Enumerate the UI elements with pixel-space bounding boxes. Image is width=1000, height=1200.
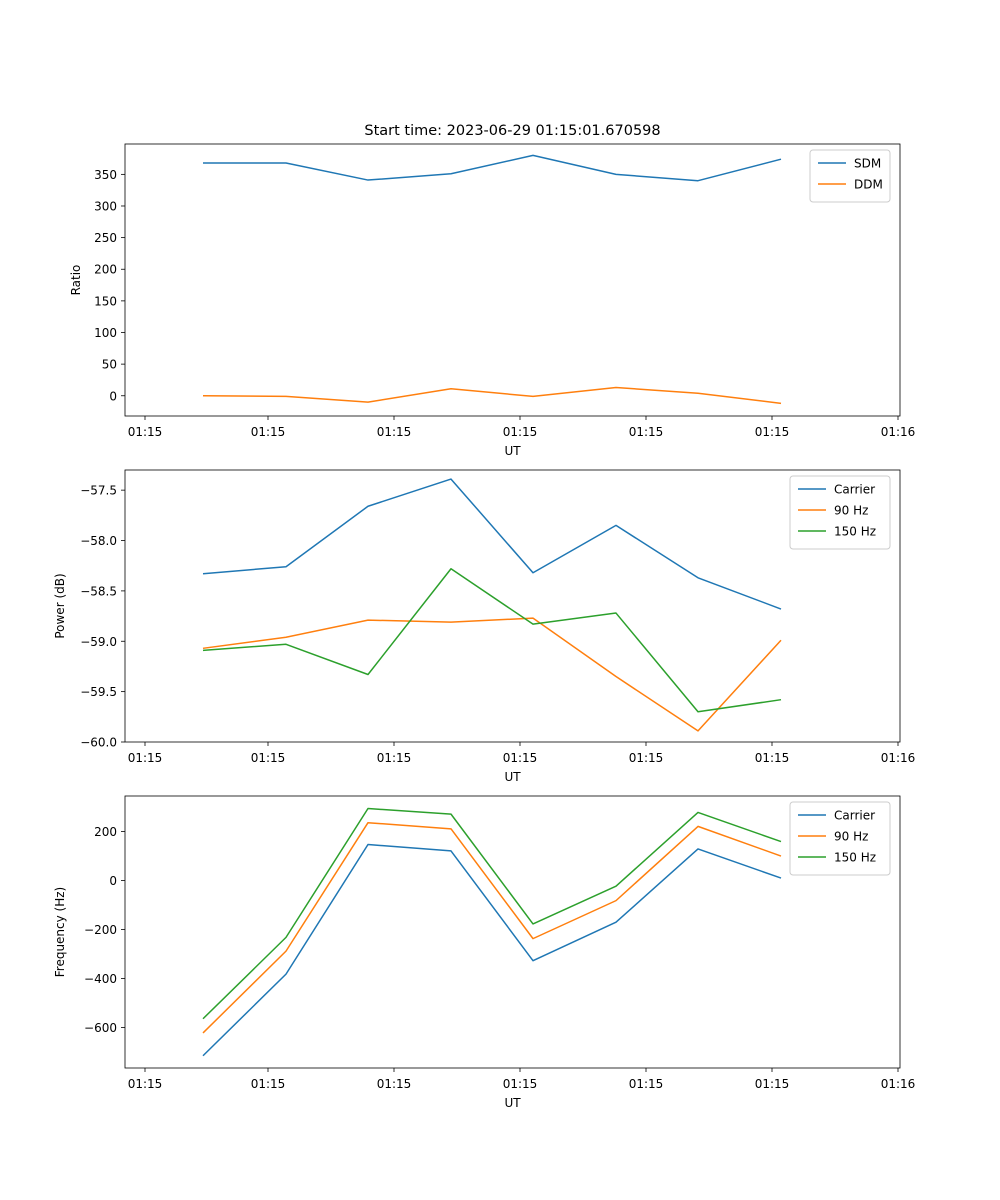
series-line-sdm	[203, 154, 782, 182]
y-tick-label: −58.5	[80, 584, 117, 598]
series-line-ddm	[202, 386, 782, 405]
y-tick-label: −59.0	[80, 635, 117, 649]
y-tick-label: −600	[84, 1021, 117, 1035]
y-tick-label: −59.5	[80, 685, 117, 699]
chart-title: Start time: 2023-06-29 01:15:01.670598	[364, 123, 660, 139]
x-axis-label: UT	[504, 444, 521, 458]
y-tick-label: 100	[94, 326, 117, 340]
x-tick-label: 01:15	[629, 1077, 664, 1091]
axes-frame	[124, 143, 901, 417]
y-tick-label: 300	[94, 199, 117, 213]
x-tick-label: 01:15	[377, 751, 412, 765]
chart-panel-2: 01:15 01:15 01:15 01:15 01:15 01:15 01:16 −60.0…	[53, 469, 916, 784]
x-tick-label: 01:15	[128, 425, 163, 439]
y-tick-label: 250	[94, 231, 117, 245]
legend-label: 150 Hz	[834, 525, 876, 539]
y-axis-label: Power (dB)	[53, 573, 67, 638]
axes-frame	[124, 469, 901, 743]
x-tick-label: 01:15	[251, 751, 286, 765]
y-tick-label: −58.0	[80, 534, 117, 548]
axes-frame	[124, 795, 901, 1069]
x-tick-label: 01:15	[755, 751, 790, 765]
legend: SDM DDM	[809, 149, 891, 203]
x-axis-label: UT	[504, 1096, 521, 1110]
x-tick-label: 01:15	[503, 1077, 538, 1091]
x-tick-label: 01:15	[128, 1077, 163, 1091]
y-tick-label: 50	[102, 358, 117, 372]
y-tick-label: 0	[109, 389, 117, 403]
series-line-90-hz	[202, 821, 782, 1034]
y-tick-label: −400	[84, 972, 117, 986]
x-tick-label: 01:15	[128, 751, 163, 765]
legend-label: 90 Hz	[834, 504, 868, 518]
x-tick-label: 01:15	[503, 425, 538, 439]
series-line-150-hz	[202, 567, 782, 713]
y-tick-label: −200	[84, 923, 117, 937]
x-tick-label: 01:16	[881, 1077, 916, 1091]
legend-label: 90 Hz	[834, 830, 868, 844]
series-line-carrier	[202, 843, 782, 1057]
x-tick-label: 01:15	[377, 1077, 412, 1091]
y-axis-label: Frequency (Hz)	[53, 887, 67, 978]
y-tick-label: −60.0	[80, 736, 117, 750]
y-axis-label: Ratio	[69, 265, 83, 296]
legend-label: 150 Hz	[834, 851, 876, 865]
legend: Carrier 90 Hz 150 Hz	[789, 801, 891, 876]
y-tick-label: 350	[94, 168, 117, 182]
y-tick-label: −57.5	[80, 484, 117, 498]
x-tick-label: 01:15	[251, 425, 286, 439]
legend-label: SDM	[854, 157, 881, 171]
x-axis-label: UT	[504, 770, 521, 784]
series-line-carrier	[202, 478, 782, 610]
y-tick-label: 200	[94, 825, 117, 839]
series-line-150-hz	[202, 807, 782, 1020]
y-tick-label: 200	[94, 263, 117, 277]
x-tick-label: 01:15	[377, 425, 412, 439]
legend-label: Carrier	[834, 809, 875, 823]
legend-label: DDM	[854, 178, 883, 192]
x-tick-label: 01:15	[629, 751, 664, 765]
x-tick-label: 01:16	[881, 751, 916, 765]
legend: Carrier 90 Hz 150 Hz	[789, 475, 891, 550]
x-tick-label: 01:15	[755, 1077, 790, 1091]
x-tick-label: 01:15	[755, 425, 790, 439]
series-line-90-hz	[202, 617, 782, 732]
x-tick-label: 01:15	[503, 751, 538, 765]
y-tick-label: 0	[109, 874, 117, 888]
x-tick-label: 01:15	[251, 1077, 286, 1091]
x-tick-label: 01:16	[881, 425, 916, 439]
chart-panel-1: Start time: 2023-06-29 01:15:01.67059801…	[69, 123, 915, 458]
legend-label: Carrier	[834, 483, 875, 497]
x-tick-label: 01:15	[629, 425, 664, 439]
chart-panel-3: 01:15 01:15 01:15 01:15 01:15 01:15 01:16 −600 −…	[53, 795, 916, 1110]
y-tick-label: 150	[94, 294, 117, 308]
